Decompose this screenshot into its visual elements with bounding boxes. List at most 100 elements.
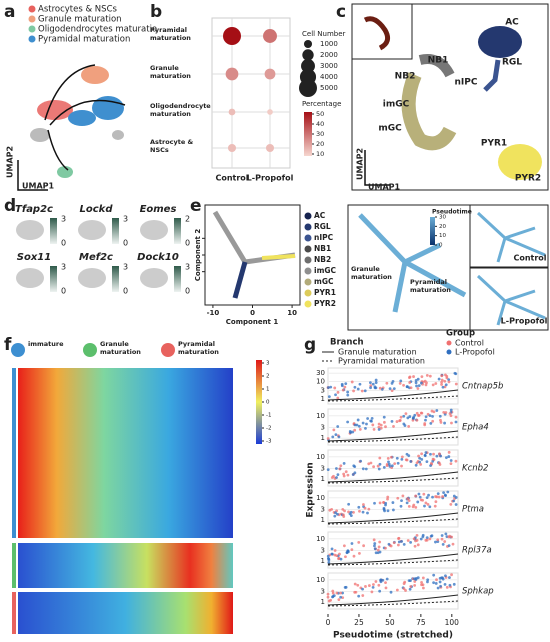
trend: [327, 559, 459, 566]
trend: [327, 395, 459, 402]
legend-label: Oligodendrocytes maturatio: [38, 25, 157, 35]
feature-umap: [16, 220, 44, 240]
cell-point: [378, 456, 382, 460]
cell-point: [400, 455, 404, 459]
cell-point: [332, 594, 336, 598]
cell-point: [423, 453, 427, 457]
row-annotation: [12, 592, 16, 634]
cell-point: [420, 411, 424, 415]
dot: [264, 68, 276, 80]
y-tick-label: Granule maturation: [150, 64, 191, 80]
cell-point: [369, 419, 373, 423]
umap-a: [17, 64, 126, 191]
cell-point: [434, 582, 438, 585]
cell-point: [423, 504, 426, 508]
cell-point: [350, 542, 354, 545]
legend-label: nIPC: [314, 233, 334, 242]
cell-point: [373, 544, 376, 548]
cell-point: [384, 586, 388, 590]
cell-point: [364, 467, 368, 471]
legend-title: Cell Number: [302, 30, 346, 38]
cell-point: [336, 473, 340, 476]
cell-point: [391, 508, 395, 512]
axis-label: UMAP1: [368, 183, 401, 192]
cell-point: [395, 588, 399, 592]
cell-point: [342, 462, 346, 465]
cell-point: [378, 386, 382, 390]
cell-point: [447, 380, 451, 384]
cell-point: [346, 473, 350, 477]
cell-point: [337, 557, 340, 561]
legend-label: NB1: [314, 244, 331, 253]
cell-point: [427, 493, 430, 497]
cell-point: [335, 476, 338, 479]
cell-point: [389, 590, 393, 594]
cell-point: [347, 502, 351, 506]
cell-point: [344, 382, 348, 386]
cell-point: [448, 576, 451, 579]
x-tick-label: 0: [326, 618, 331, 627]
heatmap-block: [18, 592, 233, 634]
cell-point: [454, 415, 458, 419]
colorbar: [112, 218, 119, 244]
cell-point: [398, 419, 402, 423]
cell-point: [400, 540, 404, 543]
legend-title: Percentage: [302, 100, 341, 108]
cell-point: [404, 458, 408, 462]
cell-point: [414, 505, 418, 509]
cell-point: [357, 424, 361, 428]
legend-label: mGC: [314, 277, 334, 286]
cell-point: [400, 464, 403, 468]
cell-point: [440, 380, 443, 384]
cell-point: [407, 504, 411, 508]
cell-point: [379, 423, 383, 427]
cell-point: [421, 586, 425, 590]
cell-point: [370, 590, 374, 594]
axis-label: UMAP2: [356, 148, 365, 180]
cell-point: [374, 551, 378, 555]
gene-name: Kcnb2: [462, 464, 488, 474]
feature-umap: [78, 268, 106, 288]
cell-point: [415, 411, 419, 415]
cell-point: [384, 546, 387, 550]
cell-point: [420, 580, 423, 584]
axis-label: UMAP2: [6, 146, 15, 178]
y-tick-label: 1: [321, 516, 325, 524]
heatmap-block: [18, 368, 233, 538]
cell-point: [385, 463, 389, 466]
trend: [327, 512, 459, 524]
legend-label: 40: [316, 120, 324, 128]
cell-point: [438, 414, 442, 418]
cluster-label: nIPC: [455, 78, 478, 88]
cell-point: [335, 467, 338, 470]
cell-point: [335, 591, 339, 595]
cell-point: [419, 537, 423, 541]
cell-point: [431, 457, 435, 461]
cell-point: [406, 385, 409, 389]
cell-point: [454, 496, 458, 499]
y-tick-label: 30: [316, 369, 325, 377]
cell-point: [416, 543, 420, 547]
cell-point: [440, 383, 443, 386]
cell-point: [428, 414, 432, 418]
cell-point: [384, 581, 387, 585]
umap-c: [351, 3, 549, 191]
cell-point: [356, 387, 360, 391]
cell-point: [437, 495, 441, 499]
cell-point: [439, 454, 443, 458]
cell-point: [414, 379, 418, 382]
feature-umap: [78, 220, 106, 240]
subplot-frame: [327, 367, 459, 405]
cell-point: [327, 561, 331, 564]
legend-label: 4000: [320, 73, 338, 81]
cell-point: [421, 576, 425, 580]
cell-point: [386, 509, 390, 513]
colorbar-label: 20: [439, 224, 446, 230]
cell-point: [449, 408, 453, 412]
cell-point: [424, 451, 428, 454]
cell-point: [438, 452, 441, 456]
cell-point: [425, 496, 429, 500]
cell-point: [412, 375, 415, 378]
cell-point: [389, 455, 393, 459]
